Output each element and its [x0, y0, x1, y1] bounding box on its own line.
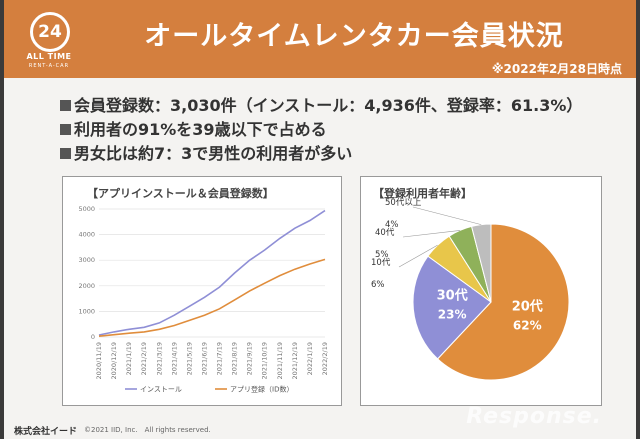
x-tick-label: 2021/2/19 [140, 342, 148, 375]
pie-slice-2 [412, 255, 492, 360]
slice-percent: 23% [438, 308, 467, 322]
legend-label: インストール [140, 386, 182, 394]
x-tick-label: 2022/2/19 [321, 342, 329, 375]
bullet-item: 男女比は約7：3で男性の利用者が多い [60, 142, 582, 166]
y-tick-label: 1000 [78, 307, 95, 315]
pie-slice-1 [436, 223, 570, 381]
bullet-text: 会員登録数：3,030件（インストール：4,936件、登録率：61.3%） [74, 96, 583, 115]
pie-chart-title: 【登録利用者年齢】 [373, 187, 472, 200]
slice-percent: 6% [371, 280, 385, 290]
slice-percent: 4% [385, 220, 399, 230]
line-chart: 0 1000 2000 3000 4000 5000 2020/11/19 2020/12/1… [78, 205, 329, 394]
line-chart-panel: 【アプリインストール＆会員登録数】 0 1000 2000 3000 4000 5000 2… [62, 176, 342, 406]
y-tick-label: 4000 [78, 231, 95, 239]
slice-label: 10代 [371, 257, 391, 268]
leader-line [402, 230, 461, 238]
footer-copyright: ©2021 IID, Inc. All rights reserved. [84, 426, 211, 434]
leader-line [398, 244, 438, 268]
slice-label: 40代 [375, 227, 395, 238]
company-logo: 24 ALL TIME RENT-A-CAR [18, 10, 80, 70]
logo-subtext: RENT-A-CAR [28, 63, 70, 69]
bullet-list: 会員登録数：3,030件（インストール：4,936件、登録率：61.3%） 利用… [60, 94, 582, 166]
slice-percent: 62% [513, 318, 542, 332]
x-tick-label: 2022/1/19 [306, 342, 314, 375]
footer-company: 株式会社イード [14, 427, 78, 437]
x-tick-label: 2021/1/19 [125, 342, 133, 375]
header-bar: 24 ALL TIME RENT-A-CAR オールタイムレンタカー会員状況 ※… [4, 0, 636, 78]
x-tick-label: 2021/11/19 [276, 342, 284, 379]
bullet-item: 会員登録数：3,030件（インストール：4,936件、登録率：61.3%） [60, 94, 582, 118]
series-line-2 [98, 258, 326, 337]
x-tick-label: 2021/12/19 [291, 342, 299, 379]
square-bullet-icon [60, 100, 71, 111]
leader-line [412, 206, 482, 225]
line-chart-title: 【アプリインストール＆会員登録数】 [87, 187, 274, 200]
y-tick-label: 2000 [78, 282, 95, 290]
logo-badge: 24 [30, 12, 70, 52]
x-tick-label: 2021/6/19 [200, 342, 208, 375]
x-tick-label: 2021/10/19 [261, 342, 269, 379]
x-tick-label: 2021/3/19 [155, 342, 163, 375]
logo-text: ALL TIME [26, 52, 72, 61]
watermark-logo: Response. [466, 404, 602, 429]
x-tick-label: 2021/9/19 [246, 342, 254, 375]
x-tick-label: 2021/7/19 [216, 342, 224, 375]
slide-title: オールタイムレンタカー会員状況 [144, 21, 564, 52]
y-tick-label: 0 [91, 333, 95, 341]
square-bullet-icon [60, 148, 71, 159]
x-tick-label: 2020/12/19 [110, 342, 118, 379]
bullet-text: 男女比は約7：3で男性の利用者が多い [74, 144, 353, 163]
bullet-text: 利用者の91%を39歳以下で占める [74, 120, 327, 139]
x-tick-label: 2021/4/19 [170, 342, 178, 375]
slice-percent: 5% [375, 250, 389, 260]
pie-chart: 20代 62% 30代 23% 10代 6% 40代 5% 50代以上 4% [371, 197, 570, 381]
x-tick-label: 2021/8/19 [231, 342, 239, 375]
slice-label: 20代 [512, 298, 543, 314]
y-tick-label: 5000 [78, 205, 95, 213]
slide: 24 ALL TIME RENT-A-CAR オールタイムレンタカー会員状況 ※… [4, 0, 636, 439]
x-tick-label: 2021/5/19 [185, 342, 193, 375]
bullet-item: 利用者の91%を39歳以下で占める [60, 118, 582, 142]
y-tick-label: 3000 [78, 256, 95, 264]
slice-label: 50代以上 [385, 197, 422, 208]
pie-chart-panel: 【登録利用者年齢】 20代 62% 30代 23% 10代 6% 40代 5% 50代以上 4% [360, 176, 602, 406]
series-line-1 [98, 209, 326, 336]
date-note: ※2022年2月28日時点 [491, 62, 622, 76]
legend-label: アプリ登録（ID数） [230, 385, 293, 394]
x-tick-label: 2020/11/19 [95, 342, 103, 379]
slice-label: 30代 [437, 288, 468, 304]
square-bullet-icon [60, 124, 71, 135]
